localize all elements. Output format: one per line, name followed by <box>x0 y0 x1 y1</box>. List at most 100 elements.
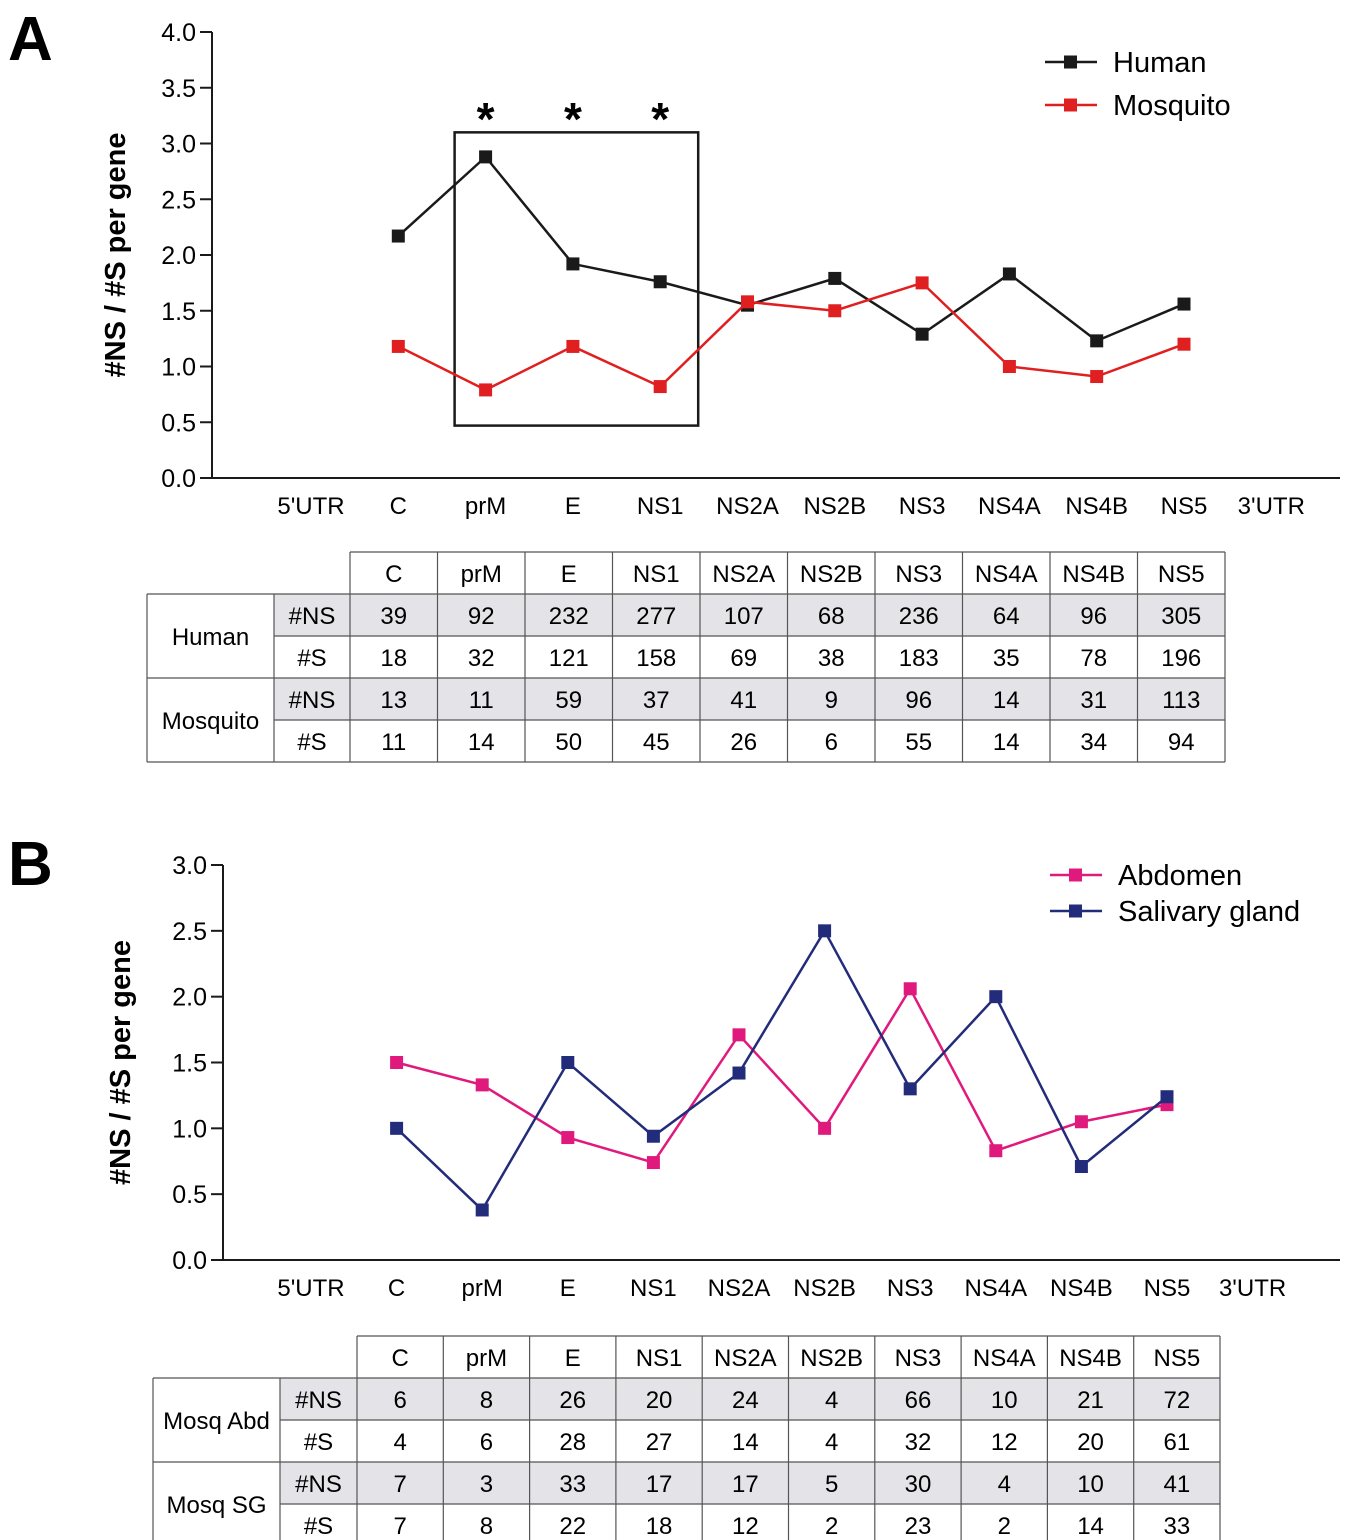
table-cell: 45 <box>643 729 670 756</box>
table-header-cell: prM <box>461 561 502 588</box>
series-line <box>396 986 1168 1165</box>
table-header-cell: prM <box>466 1345 507 1372</box>
table-cell: 2 <box>998 1513 1011 1540</box>
table-cell: 72 <box>1163 1387 1190 1414</box>
legend: Abdomen Salivary gland <box>1050 860 1300 928</box>
table-cell: 21 <box>1077 1387 1104 1414</box>
row-shading <box>274 678 1225 720</box>
data-point <box>646 1156 660 1170</box>
table-cell: 28 <box>559 1429 586 1456</box>
table-header-cell: NS4B <box>1062 561 1125 588</box>
data-point <box>391 339 405 353</box>
legend-swatch-marker <box>1069 868 1082 882</box>
data-point <box>475 1203 489 1217</box>
x-tick-label: NS1 <box>637 493 684 520</box>
y-tick-label: 1.0 <box>161 354 196 382</box>
data-point <box>391 229 405 243</box>
x-tick-label: C <box>388 1275 405 1302</box>
table-cell: 10 <box>1077 1471 1104 1498</box>
data-point <box>561 1056 575 1069</box>
table-cell: 12 <box>991 1429 1018 1456</box>
table-cell: 4 <box>393 1429 406 1456</box>
table-cell: 20 <box>1077 1429 1104 1456</box>
x-tick-label: E <box>560 1275 576 1302</box>
y-tick-label: 1.5 <box>161 298 196 326</box>
table-header-cell: NS5 <box>1154 1345 1201 1372</box>
data-point <box>1090 334 1104 348</box>
data-point <box>1177 297 1191 311</box>
table-row-label: #S <box>297 729 326 756</box>
table-header-cell: NS2A <box>712 561 775 588</box>
y-tick-label: 2.0 <box>172 984 207 1012</box>
table-cell: 9 <box>825 687 838 714</box>
significance-marker: * <box>564 93 582 145</box>
table-cell: 121 <box>549 645 589 672</box>
data-point <box>818 1121 832 1135</box>
table-header-cell: C <box>385 561 402 588</box>
table-cell: 4 <box>825 1387 838 1414</box>
row-shading <box>274 594 1225 636</box>
highlight-box <box>453 131 700 427</box>
table-cell: 23 <box>905 1513 932 1540</box>
table-cell: 68 <box>818 603 845 630</box>
x-tick-label: NS5 <box>1144 1275 1191 1302</box>
x-tick-label: NS3 <box>887 1275 934 1302</box>
table-cell: 31 <box>1080 687 1107 714</box>
table-cell: 183 <box>899 645 939 672</box>
x-tick-label: NS4A <box>978 493 1041 520</box>
x-tick-label: NS2A <box>716 493 779 520</box>
data-point <box>818 924 832 938</box>
y-tick-label: 1.5 <box>172 1050 207 1078</box>
table-cell: 26 <box>730 729 757 756</box>
series-line <box>395 928 1168 1212</box>
legend-label: Salivary gland <box>1118 896 1300 928</box>
legend-label: Abdomen <box>1118 860 1242 892</box>
y-tick-label: 3.5 <box>161 75 196 103</box>
data-point <box>653 380 667 394</box>
table-row-label: #S <box>304 1429 333 1456</box>
data-point <box>390 1056 404 1069</box>
table-cell: 6 <box>825 729 838 756</box>
panel-label: A <box>8 5 53 74</box>
y-tick-label: 0.0 <box>161 465 196 493</box>
table-cell: 14 <box>993 729 1020 756</box>
x-tick-label: prM <box>465 493 506 520</box>
panel-b: B 0.0 0.5 1.0 1.5 2.0 2.5 3.0 #NS / #S per gene 5… <box>8 830 1340 1540</box>
table-cell: 12 <box>732 1513 759 1540</box>
table-cell: 20 <box>646 1387 673 1414</box>
table-cell: 26 <box>559 1387 586 1414</box>
data-point <box>1074 1115 1088 1129</box>
table-group-label: Mosquito <box>162 708 259 735</box>
data-point <box>903 982 917 996</box>
x-tick-label: prM <box>462 1275 503 1302</box>
table-cell: 14 <box>1077 1513 1104 1540</box>
table-cell: 107 <box>724 603 764 630</box>
x-tick-label: NS1 <box>630 1275 677 1302</box>
table-header-cell: NS2A <box>714 1345 777 1372</box>
table-cell: 113 <box>1162 687 1200 714</box>
table-header-cell: NS5 <box>1158 561 1205 588</box>
table-group-label: Mosq SG <box>166 1492 266 1519</box>
table-header-cell: NS4A <box>975 561 1038 588</box>
data-point <box>475 1078 489 1092</box>
data-point <box>390 1121 404 1135</box>
table-row-label: #NS <box>289 603 336 630</box>
y-tick-label: 2.5 <box>172 918 207 946</box>
table-cell: 59 <box>555 687 582 714</box>
data-point <box>915 327 929 341</box>
table-cell: 69 <box>730 645 757 672</box>
table-row-label: #S <box>297 645 326 672</box>
data-point <box>1090 370 1104 384</box>
table-cell: 232 <box>549 603 589 630</box>
x-tick-label: C <box>390 493 407 520</box>
data-point <box>561 1131 575 1145</box>
table-header-cell: NS2B <box>800 561 863 588</box>
table-cell: 158 <box>636 645 676 672</box>
x-tick-label: NS4B <box>1050 1275 1113 1302</box>
data-point <box>1160 1090 1174 1104</box>
table-cell: 34 <box>1080 729 1107 756</box>
data-point <box>1002 267 1016 281</box>
row-shading <box>280 1378 1220 1420</box>
table-cell: 50 <box>555 729 582 756</box>
